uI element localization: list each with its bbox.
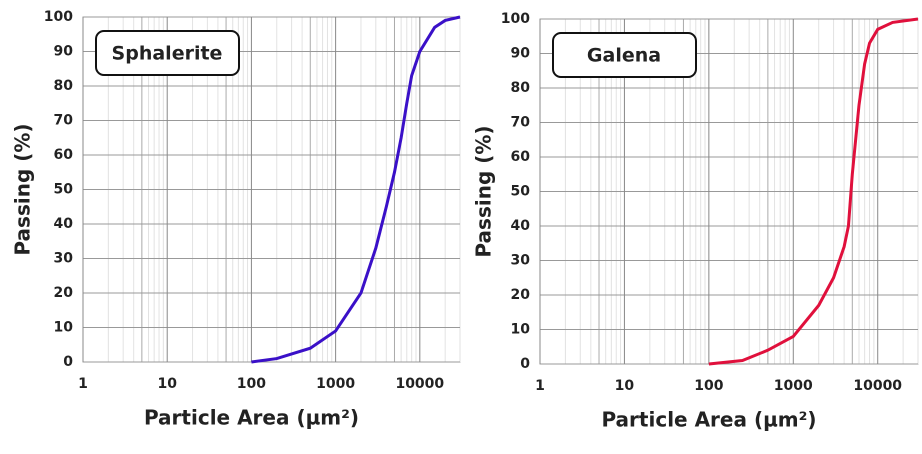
y-tick-label: 40 [511, 218, 531, 234]
y-axis-label: Passing (%) [11, 123, 35, 255]
y-tick-label: 10 [511, 322, 531, 338]
y-tick-label: 30 [511, 253, 531, 269]
series-label: Galena [587, 45, 661, 67]
y-tick-label: 100 [44, 9, 73, 25]
x-axis-label: Particle Area (µm²) [601, 408, 816, 432]
x-tick-label: 10000 [395, 376, 444, 392]
y-tick-label: 90 [54, 44, 74, 60]
y-tick-label: 100 [501, 11, 530, 27]
y-tick-label: 0 [520, 356, 530, 372]
y-tick-label: 40 [54, 216, 74, 232]
x-tick-label: 1 [535, 378, 545, 394]
x-tick-label: 1000 [774, 378, 813, 394]
series-label: Sphalerite [112, 43, 223, 65]
label-box [552, 32, 697, 78]
x-tick-label: 100 [694, 378, 723, 394]
y-tick-label: 0 [63, 354, 73, 370]
label-box [95, 30, 240, 76]
x-tick-label: 1 [78, 376, 88, 392]
y-tick-label: 50 [511, 184, 531, 200]
y-tick-label: 20 [54, 285, 74, 301]
y-tick-label: 70 [511, 115, 531, 131]
x-axis-label: Particle Area (µm²) [144, 406, 359, 430]
y-tick-label: 80 [511, 80, 531, 96]
x-tick-label: 10000 [853, 378, 902, 394]
x-tick-label: 10 [615, 378, 635, 394]
y-tick-label: 80 [54, 78, 74, 94]
x-tick-label: 10 [157, 376, 177, 392]
y-tick-label: 60 [54, 147, 74, 163]
y-tick-label: 70 [54, 113, 74, 129]
y-tick-label: 20 [511, 287, 531, 303]
y-tick-label: 90 [511, 46, 531, 62]
x-tick-label: 100 [237, 376, 266, 392]
y-tick-label: 30 [54, 251, 74, 267]
y-axis-label: Passing (%) [472, 125, 496, 257]
y-tick-label: 10 [54, 320, 74, 336]
data-line [708, 17, 919, 366]
y-tick-label: 50 [54, 182, 74, 198]
x-tick-label: 1000 [316, 376, 355, 392]
y-tick-label: 60 [511, 149, 531, 165]
data-line [251, 15, 461, 364]
